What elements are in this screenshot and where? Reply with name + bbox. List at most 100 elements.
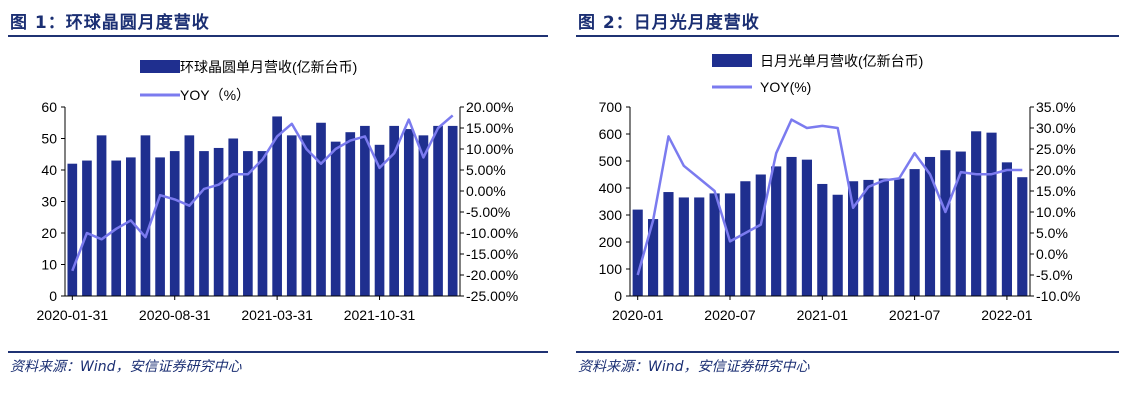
left-tick-label: 20 [41,225,57,241]
revenue-bar [82,160,92,296]
source-divider [8,351,548,353]
title-divider [8,35,548,37]
left-tick-label: 50 [41,131,57,147]
right-tick-label: -10.0% [1036,288,1080,304]
revenue-bar [678,197,689,296]
revenue-bar [67,163,78,296]
right-tick-label: 35.0% [1036,99,1076,115]
revenue-bar [433,125,443,297]
legend-bar-label: 环球晶圆单月营收(亿新台币) [180,59,357,75]
left-tick-label: 30 [41,194,57,210]
revenue-bar [909,169,920,296]
revenue-bar [213,147,224,296]
x-tick-label: 2022-01 [981,307,1033,323]
revenue-bar [330,141,341,296]
right-tick-label: 0.0% [1036,246,1068,262]
right-tick-label: 25.0% [1036,141,1076,157]
left-tick-label: 300 [599,207,623,223]
figure-title: 图 2：日月光月度营收 [578,13,760,33]
revenue-bar [243,151,253,296]
legend-line-label: YOY(%) [760,79,811,95]
revenue-bar [345,132,356,296]
right-tick-label: -10.00% [466,225,518,241]
revenue-chart-ase: 日月光单月营收(亿新台币) YOY(%) 0 100 200 300 400 500 600 70… [599,53,1081,323]
legend-bar-swatch [712,54,752,67]
revenue-bar [1001,162,1012,296]
revenue-bar [986,132,997,296]
right-tick-label: 20.00% [466,99,513,115]
revenue-bar [755,174,766,296]
title-divider [576,35,1119,37]
chart-panel-1: 图 1：环球晶圆月度营收 环球晶圆单月营收(亿新台币) YOY（%） 0 10 20 30… [0,0,556,412]
revenue-bar [878,178,889,296]
right-tick-label: 10.00% [466,141,513,157]
revenue-bar [228,138,239,296]
right-tick-label: 10.0% [1036,204,1076,220]
revenue-bar [663,192,674,296]
right-tick-label: -20.00% [466,267,518,283]
yoy-line [636,118,1023,276]
revenue-bar [316,122,326,296]
right-tick-label: 15.0% [1036,183,1076,199]
revenue-bar [771,166,782,296]
revenue-bar [848,181,859,296]
x-tick-label: 2021-07 [889,307,941,323]
right-tick-label: 30.0% [1036,120,1076,136]
revenue-bar [272,116,282,296]
left-tick-label: 200 [599,234,623,250]
revenue-bar [894,178,905,296]
legend-bar-swatch [140,60,180,73]
left-tick-label: 0 [614,288,622,304]
revenue-bar [301,135,312,296]
revenue-bar [360,125,370,297]
revenue-bar [447,125,458,297]
x-tick-label: 2020-08-31 [139,307,211,323]
left-tick-label: 0 [49,288,57,304]
legend-bar-label: 日月光单月营收(亿新台币) [760,53,923,69]
left-tick-label: 500 [599,153,623,169]
left-tick-label: 600 [599,126,623,142]
chart-panel-2: 图 2：日月光月度营收 日月光单月营收(亿新台币) YOY(%) 0 100 200 30… [568,0,1127,412]
left-tick-label: 40 [41,162,57,178]
x-tick-label: 2021-10-31 [344,307,416,323]
revenue-bar [126,157,136,296]
legend-line-label: YOY（%） [180,87,250,103]
left-tick-label: 400 [599,180,623,196]
revenue-bar [863,179,874,296]
revenue-bar [257,151,268,296]
revenue-bar [955,151,966,296]
source-note: 资料来源：Wind，安信证券研究中心 [578,359,810,375]
right-tick-label: -25.00% [466,288,518,304]
revenue-bar [286,135,297,296]
revenue-bar [724,193,736,296]
revenue-bar [924,156,936,296]
source-note: 资料来源：Wind，安信证券研究中心 [10,359,242,375]
left-tick-label: 10 [41,257,57,273]
revenue-bar [817,183,828,296]
revenue-bar [709,193,720,296]
right-tick-label: -5.00% [466,204,510,220]
revenue-bar [694,197,705,296]
x-tick-label: 2020-01 [612,307,664,323]
revenue-bar [389,125,399,297]
left-tick-label: 100 [599,261,623,277]
right-tick-label: 5.00% [466,162,506,178]
revenue-bar [648,219,659,296]
revenue-bar [832,194,843,296]
revenue-bar [169,151,180,296]
right-tick-label: -5.0% [1036,267,1073,283]
x-tick-label: 2021-01 [797,307,849,323]
right-tick-label: 0.00% [466,183,506,199]
left-tick-label: 700 [599,99,623,115]
revenue-bar [418,135,429,296]
revenue-bar [786,156,797,296]
revenue-bar [1017,177,1028,296]
revenue-bar [740,181,751,296]
right-tick-label: 20.0% [1036,162,1076,178]
revenue-bar [199,151,209,296]
revenue-chart-globalwafers: 环球晶圆单月营收(亿新台币) YOY（%） 0 10 20 30 40 50 60 -25.00%… [37,59,519,323]
x-tick-label: 2020-01-31 [37,307,109,323]
revenue-bar [155,157,165,296]
source-divider [576,351,1119,353]
right-tick-label: -15.00% [466,246,518,262]
